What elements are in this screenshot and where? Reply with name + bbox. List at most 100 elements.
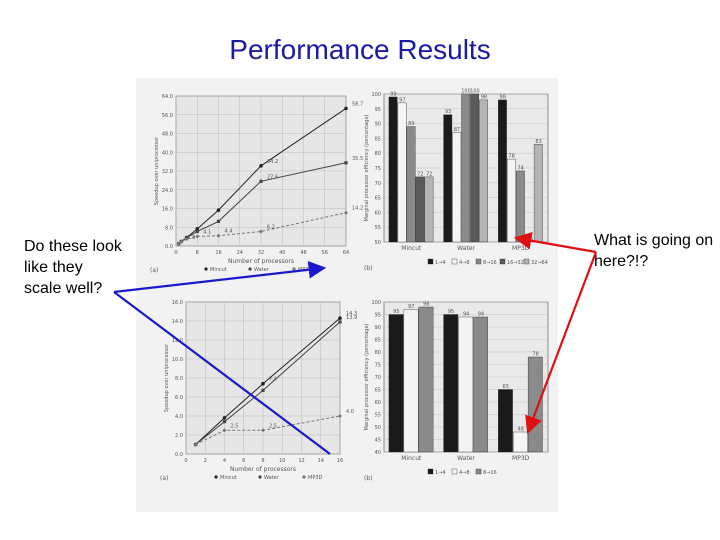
x-tick-label: 24: [237, 250, 243, 256]
legend-swatch: [451, 258, 458, 265]
data-point: [176, 241, 181, 246]
y-tick-label: 100: [371, 92, 381, 98]
data-label: 14.3: [346, 311, 357, 317]
bar-value-label: 97: [408, 304, 414, 310]
data-point: [179, 239, 184, 244]
bar: [507, 158, 516, 243]
y-tick-label: 65: [375, 196, 381, 202]
y-tick-label: 2.0: [175, 433, 183, 439]
y-tick-label: 0.0: [175, 452, 183, 458]
bar: [498, 389, 513, 453]
category-label: Water: [457, 455, 475, 462]
y-tick-label: 6.0: [175, 395, 183, 401]
bar-value-label: 94: [463, 312, 469, 318]
data-point: [259, 164, 263, 168]
data-point: [222, 420, 227, 424]
data-point: [261, 388, 265, 392]
y-tick-label: 50: [375, 425, 381, 431]
bar: [515, 170, 525, 243]
bar-value-label: 48: [517, 427, 523, 433]
bar: [424, 176, 434, 243]
series-line: [195, 317, 341, 445]
y-tick-label: 90: [375, 325, 381, 331]
bar-value-label: 83: [535, 139, 541, 145]
y-tick-label: 95: [375, 313, 381, 319]
data-point: [216, 233, 221, 238]
data-label: 14.2: [352, 206, 363, 212]
x-tick-label: 16: [337, 458, 343, 464]
legend-label: 8→16: [483, 260, 497, 266]
y-tick-label: 32.0: [162, 169, 173, 175]
legend-label: 8→16: [483, 470, 497, 476]
bar: [473, 316, 489, 453]
x-tick-label: 8: [261, 458, 264, 464]
data-label: 4.0: [346, 409, 354, 415]
panel-tag: (b): [364, 265, 373, 272]
data-point: [195, 227, 200, 231]
bar-chart-3: [383, 301, 549, 475]
data-point: [193, 442, 198, 447]
legend-swatch: [302, 475, 306, 479]
y-tick-label: 40.0: [162, 150, 173, 156]
data-point: [222, 428, 227, 433]
panel-tag: (b): [364, 475, 373, 482]
panel-tag: (a): [150, 267, 158, 274]
y-tick-label: 85: [375, 136, 381, 142]
y-tick-label: 55: [375, 225, 381, 231]
bar: [418, 306, 434, 453]
y-tick-label: 40: [375, 450, 381, 456]
y-tick-label: 70: [375, 375, 381, 381]
legend-swatch: [499, 258, 506, 265]
y-tick-label: 65: [375, 388, 381, 394]
y-tick-label: 48.0: [162, 132, 173, 138]
panel-tag: (a): [160, 475, 168, 482]
legend-swatch: [258, 475, 262, 479]
x-tick-label: 56: [322, 250, 328, 256]
data-point: [344, 210, 348, 215]
x-tick-label: 16: [215, 250, 221, 256]
data-label: 2.5: [269, 423, 277, 429]
data-point: [338, 414, 342, 418]
y-tick-label: 75: [375, 166, 381, 172]
line-chart-0: [175, 95, 348, 271]
bar: [461, 93, 471, 243]
y-tick-label: 10.0: [172, 357, 183, 363]
legend-swatch: [523, 258, 530, 265]
x-tick-label: 12: [298, 458, 304, 464]
legend-label: 1→4: [435, 260, 446, 266]
bar: [498, 99, 507, 243]
category-label: Water: [457, 245, 475, 252]
bar-value-label: 78: [532, 352, 538, 358]
x-tick-label: 40: [279, 250, 285, 256]
bar-chart-1: [383, 93, 549, 265]
bar-value-label: 78: [509, 154, 515, 160]
legend-swatch: [427, 468, 434, 475]
data-point: [184, 236, 189, 241]
y-tick-label: 60: [375, 400, 381, 406]
data-point: [195, 234, 200, 239]
bar-value-label: 72: [426, 171, 432, 177]
legend-swatch: [451, 468, 458, 475]
category-label: Mincut: [401, 245, 422, 252]
y-tick-label: 16.0: [162, 207, 173, 213]
y-tick-label: 14.0: [172, 319, 183, 325]
bar-value-label: 89: [408, 121, 414, 127]
y-tick-label: 95: [375, 107, 381, 113]
bar: [403, 309, 419, 453]
bar-value-label: 93: [445, 109, 451, 115]
y-tick-label: 12.0: [172, 338, 183, 344]
bar-value-label: 95: [393, 309, 399, 315]
legend-swatch: [214, 475, 218, 479]
bar: [415, 176, 425, 243]
data-label: 27.6: [267, 174, 278, 180]
bar-value-label: 98: [500, 94, 506, 100]
left-note: Do these look like they scale well?: [24, 238, 122, 297]
bar-value-label: 98: [481, 94, 487, 100]
data-point: [338, 316, 342, 320]
right-note: What is going on here?!?: [594, 232, 714, 270]
data-label: 34.2: [267, 159, 278, 165]
x-tick-label: 0: [184, 458, 187, 464]
data-label: 4.1: [203, 229, 211, 235]
legend-label: Mincut: [210, 267, 227, 273]
